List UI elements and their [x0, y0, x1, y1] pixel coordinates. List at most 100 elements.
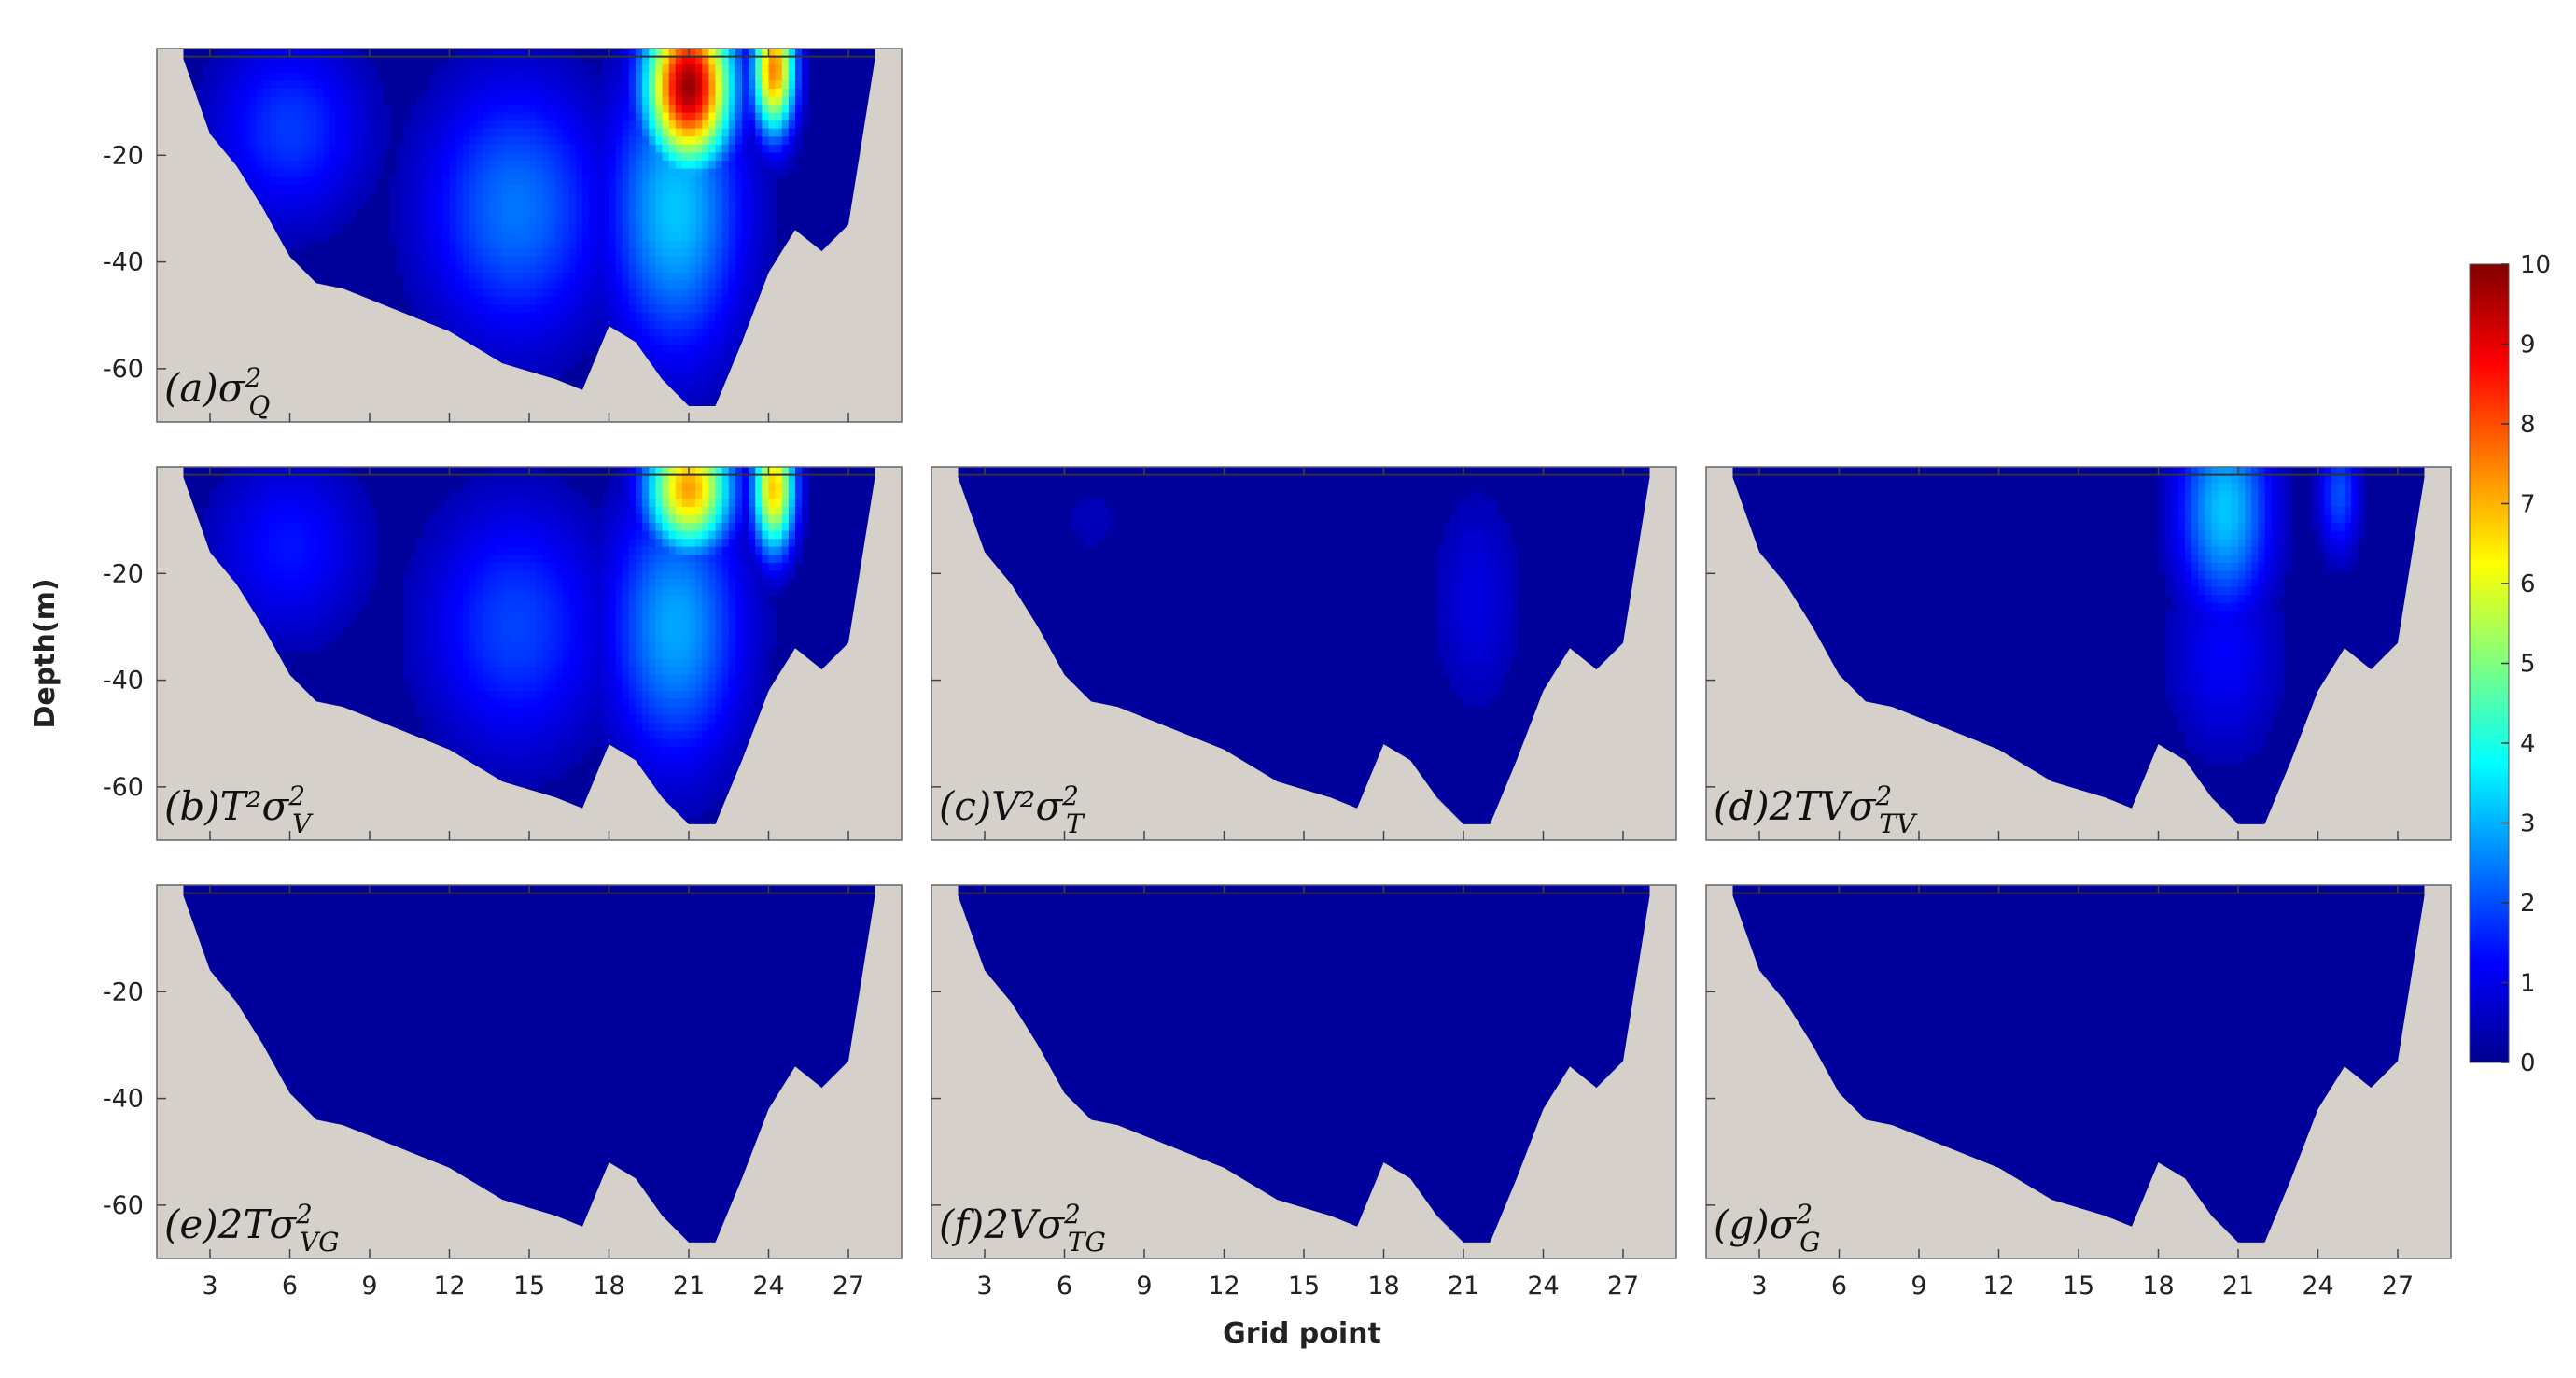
field-cell [755, 224, 763, 233]
field-cell [602, 96, 610, 105]
field-cell [249, 49, 258, 58]
field-cell [296, 184, 304, 193]
field-cell [469, 168, 477, 177]
field-cell [755, 248, 763, 258]
field-cell [595, 523, 603, 532]
field-cell [270, 483, 277, 492]
field-cell [502, 602, 511, 612]
field-cell [642, 128, 650, 137]
field-cell [742, 168, 749, 177]
field-cell [562, 304, 570, 314]
field-cell [575, 698, 583, 708]
field-cell [462, 208, 470, 218]
field-cell [615, 586, 623, 596]
field-cell [636, 483, 643, 492]
field-cell [595, 176, 603, 186]
field-cell [423, 635, 430, 644]
field-cell [642, 586, 650, 596]
field-cell [356, 49, 364, 58]
field-cell [449, 120, 457, 130]
field-cell [675, 474, 683, 484]
field-cell [622, 329, 630, 338]
field-cell [236, 514, 245, 524]
field-cell [449, 200, 457, 210]
field-cell [668, 467, 677, 476]
field-cell [542, 523, 550, 532]
field-cell [522, 626, 530, 636]
field-cell [662, 240, 670, 249]
field-cell [628, 707, 637, 716]
field-cell [595, 506, 603, 516]
field-cell [283, 586, 291, 596]
field-cell [549, 240, 557, 249]
field-cell [536, 192, 543, 202]
field-cell [795, 49, 803, 58]
field-cell [615, 88, 623, 98]
field-cell [436, 586, 443, 596]
field-cell [449, 490, 457, 499]
field-cell [529, 336, 537, 345]
field-cell [362, 112, 371, 121]
field-cell [316, 112, 324, 121]
field-cell [715, 288, 723, 298]
field-cell [681, 392, 690, 401]
field-cell [582, 658, 590, 668]
field-cell [402, 184, 411, 193]
field-cell [589, 523, 596, 532]
field-cell [536, 232, 543, 242]
field-cell [662, 96, 670, 105]
field-cell [469, 49, 477, 58]
field-cell [555, 651, 564, 660]
field-cell [249, 579, 258, 588]
field-cell [735, 64, 743, 74]
field-cell [509, 96, 517, 105]
field-cell [476, 658, 483, 668]
field-cell [568, 611, 577, 620]
field-cell [609, 523, 617, 532]
field-cell [602, 530, 610, 540]
field-cell [236, 88, 245, 98]
field-cell [536, 698, 543, 708]
field-cell [483, 208, 490, 218]
field-cell [302, 176, 311, 186]
field-cell [609, 152, 617, 162]
field-cell [462, 514, 470, 524]
field-cell [715, 64, 723, 74]
field-cell [442, 602, 451, 612]
field-cell [429, 152, 437, 162]
field-cell [309, 208, 317, 218]
field-cell [555, 200, 564, 210]
field-cell [522, 232, 530, 242]
field-cell [423, 523, 430, 532]
field-cell [595, 658, 603, 668]
field-cell [668, 184, 677, 193]
field-cell [496, 344, 504, 354]
field-cell [575, 546, 583, 555]
field-cell [402, 273, 411, 282]
field-cell [662, 112, 670, 121]
field-cell [536, 200, 543, 210]
field-cell [708, 280, 717, 289]
field-cell [449, 312, 457, 322]
field-cell [449, 499, 457, 508]
field-cell [649, 304, 656, 314]
field-cell [609, 112, 617, 121]
field-cell [515, 674, 524, 684]
field-cell [642, 506, 650, 516]
field-cell [622, 312, 630, 322]
field-cell [582, 635, 590, 644]
field-cell [323, 555, 330, 564]
field-cell [415, 128, 424, 137]
field-cell [562, 530, 570, 540]
field-cell [415, 618, 424, 628]
field-cell [270, 64, 277, 74]
field-cell [562, 490, 570, 499]
field-cell [589, 626, 596, 636]
field-cell [742, 288, 749, 298]
field-cell [462, 161, 470, 170]
field-cell [668, 682, 677, 692]
field-cell [649, 698, 656, 708]
field-cell [370, 64, 377, 74]
field-cell [515, 120, 524, 130]
field-cell [496, 80, 504, 90]
